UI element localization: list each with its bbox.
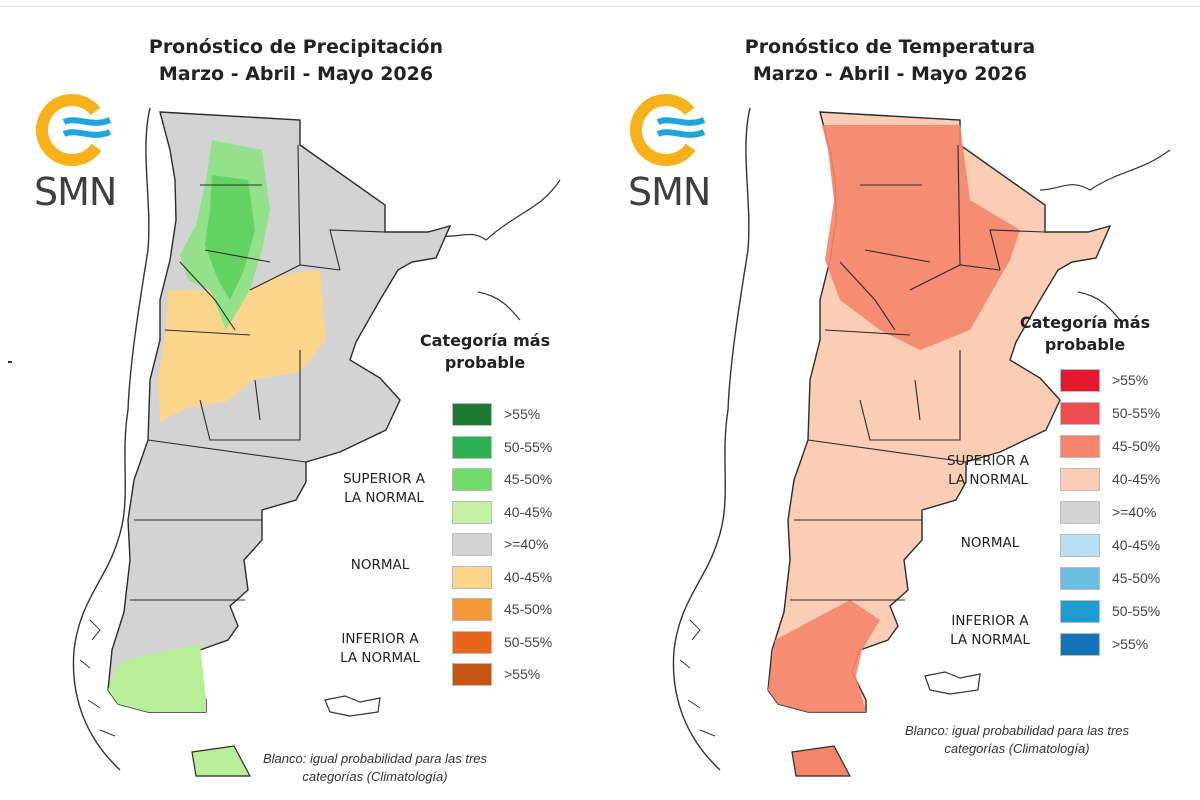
temp-note-line1: Blanco: igual probabilidad para las tres [904, 723, 1130, 738]
temperature-title: Pronóstico de Temperatura Marzo - Abril … [590, 34, 1190, 88]
legend-swatch-label: 50-55% [504, 633, 553, 650]
legend-swatch [452, 468, 492, 491]
legend-swatch [1060, 468, 1100, 491]
precip-above-normal-tierra [191, 745, 251, 777]
precip-cat-inferior-line2: LA NORMAL [340, 650, 420, 666]
precip-cat-superior-line2: LA NORMAL [344, 490, 424, 506]
smn-logo: SMN [32, 92, 132, 222]
temp-note-line2: categorías (Climatología) [944, 741, 1090, 756]
uruguay-coastline [1077, 291, 1121, 321]
precipitation-title-line2: Marzo - Abril - Mayo 2026 [158, 63, 434, 85]
legend-swatch-label: >55% [504, 406, 541, 422]
temp-cat-inferior-line1: INFERIOR A [951, 613, 1029, 629]
legend-swatch-label: >55% [504, 666, 541, 682]
temp-legend-title: Categoría más probable [1000, 312, 1170, 356]
legend-swatch-label: 45-50% [504, 471, 553, 487]
temp-note: Blanco: igual probabilidad para las tres… [852, 722, 1182, 758]
legend-swatch [452, 533, 492, 556]
precipitation-title-line1: Pronóstico de Precipitación [148, 36, 444, 58]
chile-islands [679, 619, 716, 737]
legend-swatch [1060, 633, 1100, 656]
uruguay-coastline [477, 291, 521, 321]
temp-legend-title-line1: Categoría más [1019, 313, 1151, 332]
legend-swatch [452, 435, 492, 459]
temp-legend-title-line2: probable [1044, 335, 1126, 354]
legend-swatch [1060, 567, 1100, 590]
legend-swatch-label: 45-50% [504, 601, 553, 617]
temperature-panel: Pronóstico de Temperatura Marzo - Abril … [600, 0, 1200, 800]
malvinas-islands [324, 695, 381, 717]
legend-swatch [452, 598, 492, 621]
legend-swatch [452, 565, 492, 589]
precipitation-panel: Pronóstico de Precipitación Marzo - Abri… [0, 34, 596, 786]
argentina-shape [107, 111, 452, 713]
top-divider [0, 6, 1200, 7]
brazil-coastline [1039, 149, 1171, 191]
temp-cat-superior-line1: SUPERIOR A [946, 453, 1029, 469]
precip-above-normal-south [108, 644, 206, 712]
precipitation-map [8, 107, 561, 777]
malvinas-islands [924, 671, 981, 695]
temp-above-45-south [768, 600, 880, 712]
precip-note: Blanco: igual probabilidad para las tres… [210, 750, 540, 786]
legend-swatch [1060, 369, 1100, 392]
legend-swatch-label: 40-45% [1112, 471, 1161, 487]
legend-swatch-label: >=40% [504, 536, 549, 552]
legend-swatch [452, 403, 492, 426]
smn-logo-icon [36, 94, 112, 166]
precip-legend-title-line2: probable [444, 353, 526, 372]
legend-swatch [1060, 600, 1100, 623]
precip-legend-title: Categoría más probable [400, 330, 570, 374]
temperature-map [672, 107, 1171, 777]
precip-note-line2: categorías (Climatología) [302, 769, 448, 784]
temp-cat-superior: SUPERIOR A LA NORMAL [928, 452, 1048, 490]
smn-logo: SMN [626, 92, 726, 222]
legend-swatch-label: 40-45% [504, 503, 553, 520]
brazil-coastline [429, 179, 561, 241]
legend-swatch [1060, 435, 1100, 458]
chile-coastline [72, 107, 151, 771]
legend-swatch-label: 40-45% [1112, 537, 1161, 553]
precip-below-normal-central [158, 270, 326, 422]
temperature-title-line1: Pronóstico de Temperatura [744, 36, 1036, 58]
temp-cat-inferior-line2: LA NORMAL [950, 632, 1030, 648]
legend-swatch-label: 50-55% [1112, 405, 1161, 421]
precip-above-normal-core [205, 175, 255, 300]
legend-swatch [1060, 402, 1100, 425]
legend-swatch-label: 40-45% [504, 568, 553, 585]
legend-swatch-label: >55% [1112, 636, 1149, 652]
legend-swatch-label: 45-50% [1112, 570, 1161, 586]
legend-swatch-label: >55% [1112, 372, 1149, 388]
precip-cat-superior: SUPERIOR A LA NORMAL [324, 470, 444, 508]
temp-cat-superior-line2: LA NORMAL [948, 472, 1028, 488]
legend-swatch-label: >=40% [1112, 504, 1157, 520]
legend-swatch [452, 630, 492, 654]
legend-swatch [452, 500, 492, 524]
precip-cat-superior-line1: SUPERIOR A [342, 471, 425, 487]
legend-swatch-label: 50-55% [1112, 603, 1161, 619]
legend-swatch [1060, 534, 1100, 557]
province-borders [790, 144, 1046, 601]
smn-logo-text: SMN [628, 170, 711, 214]
chile-islands [79, 619, 116, 737]
legend-swatch-label: 45-50% [1112, 438, 1161, 454]
temp-cat-normal: NORMAL [960, 535, 1020, 551]
smn-logo-icon [630, 94, 706, 166]
chile-coastline [672, 107, 751, 771]
precip-cat-inferior: INFERIOR A LA NORMAL [320, 630, 440, 668]
legend-swatch-label: 50-55% [504, 438, 553, 455]
precip-cat-inferior-line1: INFERIOR A [341, 631, 419, 647]
province-borders [130, 144, 386, 601]
legend-swatch [1060, 501, 1100, 524]
legend-swatch [452, 663, 492, 686]
precipitation-title: Pronóstico de Precipitación Marzo - Abri… [0, 34, 596, 88]
temperature-title-line2: Marzo - Abril - Mayo 2026 [752, 63, 1028, 85]
temp-tierra [791, 745, 851, 777]
temp-above-45-north [822, 125, 1020, 350]
precip-note-line1: Blanco: igual probabilidad para las tres [262, 751, 488, 766]
precip-cat-normal: NORMAL [350, 557, 410, 573]
temp-cat-inferior: INFERIOR A LA NORMAL [930, 612, 1050, 650]
smn-logo-text: SMN [34, 170, 117, 214]
precip-legend-title-line1: Categoría más [419, 331, 551, 350]
